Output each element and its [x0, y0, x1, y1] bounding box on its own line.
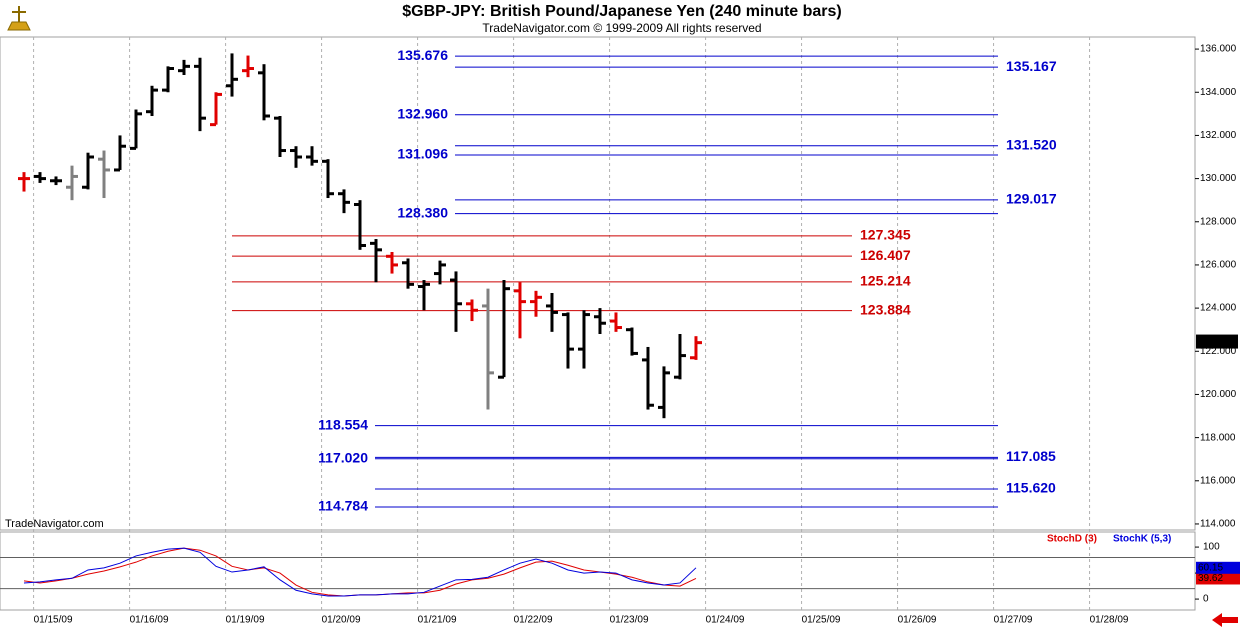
x-tick-label: 01/28/09 — [1090, 615, 1129, 626]
last-price-label: 122.450 — [1198, 336, 1235, 347]
level-label: 128.380 — [397, 204, 448, 220]
y-tick-label: 122.000 — [1200, 346, 1237, 357]
x-tick-label: 01/23/09 — [610, 615, 649, 626]
y-tick-label: 116.000 — [1200, 475, 1236, 486]
y-tick-label: 120.000 — [1200, 389, 1237, 400]
y-tick-label: 0 — [1203, 594, 1209, 605]
x-tick-label: 01/25/09 — [802, 615, 841, 626]
level-label: 125.214 — [860, 273, 911, 289]
value-box-label: 60.15 — [1198, 562, 1223, 573]
level-label: 135.167 — [1006, 58, 1057, 74]
x-tick-label: 01/27/09 — [994, 615, 1033, 626]
level-label: 114.784 — [318, 498, 368, 514]
level-label: 127.345 — [860, 227, 911, 243]
x-tick-label: 01/19/09 — [226, 615, 265, 626]
stoch-line — [23, 547, 697, 597]
level-label: 123.884 — [860, 301, 911, 317]
scroll-arrow[interactable] — [1212, 613, 1238, 627]
y-tick-label: 118.000 — [1200, 432, 1236, 443]
y-tick-label: 100 — [1203, 542, 1220, 553]
level-label: 117.085 — [1006, 448, 1056, 464]
y-tick-label: 134.000 — [1200, 87, 1237, 98]
x-tick-label: 01/15/09 — [34, 615, 73, 626]
x-tick-label: 01/26/09 — [898, 615, 937, 626]
level-label: 129.017 — [1006, 191, 1057, 207]
level-label: 115.620 — [1006, 480, 1056, 496]
y-tick-label: 132.000 — [1200, 130, 1237, 141]
y-tick-label: 130.000 — [1200, 173, 1237, 184]
watermark: TradeNavigator.com — [5, 518, 104, 530]
legend-entry: StochK (5,3) — [1113, 534, 1171, 545]
level-label: 117.020 — [318, 449, 368, 465]
level-label: 126.407 — [860, 247, 911, 263]
y-tick-label: 136.000 — [1200, 44, 1237, 55]
chart-subtitle: TradeNavigator.com © 1999-2009 All right… — [482, 21, 761, 35]
level-label: 118.554 — [318, 416, 368, 432]
value-box-label: 39.62 — [1198, 573, 1223, 584]
logo-icon — [7, 6, 31, 31]
legend-entry: StochD (3) — [1047, 534, 1097, 545]
stoch-panel — [0, 531, 1196, 611]
level-label: 132.960 — [397, 105, 448, 121]
value-box — [1196, 561, 1240, 574]
x-tick-label: 01/24/09 — [706, 615, 745, 626]
x-tick-label: 01/20/09 — [322, 615, 361, 626]
y-tick-label: 128.000 — [1200, 216, 1237, 227]
chart-title: $GBP-JPY: British Pound/Japanese Yen (24… — [402, 3, 842, 20]
last-price-box — [1196, 334, 1238, 349]
level-label: 131.096 — [397, 146, 448, 162]
y-tick-label: 124.000 — [1200, 303, 1237, 314]
value-box — [1196, 572, 1240, 585]
level-label: 131.520 — [1006, 136, 1057, 152]
level-label: 135.676 — [397, 47, 448, 63]
y-tick-label: 114.000 — [1200, 519, 1236, 530]
y-tick-label: 126.000 — [1200, 260, 1237, 271]
x-tick-label: 01/16/09 — [130, 615, 169, 626]
x-tick-label: 01/22/09 — [514, 615, 553, 626]
x-tick-label: 01/21/09 — [418, 615, 457, 626]
